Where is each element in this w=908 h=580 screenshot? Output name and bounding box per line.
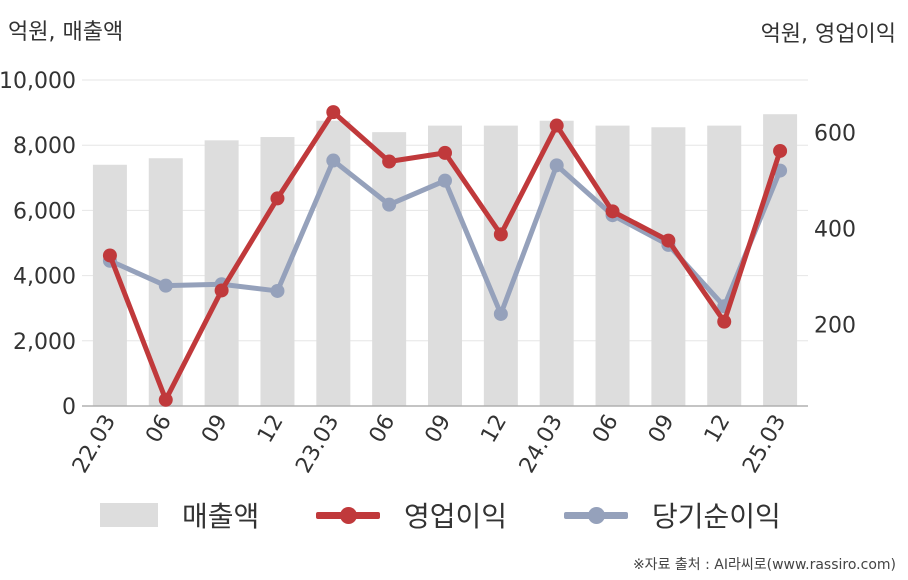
- x-tick-label: 09: [421, 411, 457, 448]
- revenue-bar: [651, 127, 686, 407]
- x-tick-label: 09: [197, 411, 233, 448]
- operating-profit-point: [773, 143, 788, 158]
- legend-swatch-operating-profit: [316, 503, 380, 527]
- operating-profit-point: [717, 314, 732, 329]
- y-left-tick-label: 2,000: [13, 330, 76, 355]
- operating-profit-point: [214, 283, 229, 298]
- operating-profit-point: [270, 191, 285, 206]
- legend-item-revenue: 매출액: [100, 490, 259, 540]
- net-income-point: [382, 197, 397, 212]
- revenue-bar: [595, 125, 630, 406]
- net-income-point: [549, 158, 564, 173]
- x-tick-label: 12: [253, 411, 289, 448]
- revenue-bar: [707, 125, 742, 406]
- operating-profit-point: [549, 118, 564, 133]
- x-tick-label: 24.03: [515, 411, 568, 478]
- operating-profit-point: [605, 204, 620, 219]
- net-income-point: [270, 283, 285, 298]
- x-tick-label: 06: [365, 411, 401, 448]
- x-tick-label: 09: [644, 411, 680, 448]
- y-left-tick-label: 8,000: [13, 134, 76, 159]
- operating-profit-point: [438, 145, 452, 160]
- operating-profit-point: [102, 248, 117, 263]
- net-income-point: [493, 306, 508, 321]
- legend-label-net-income: 당기순이익: [652, 500, 781, 533]
- y-right-tick-label: 600: [814, 122, 856, 147]
- x-tick-label: 12: [700, 411, 736, 448]
- source-note: ※자료 출처 : AI라씨로(www.rassiro.com): [632, 557, 896, 573]
- net-income-point: [158, 278, 173, 293]
- legend-swatch-net-income: [564, 503, 628, 527]
- legend-label-revenue: 매출액: [182, 500, 260, 533]
- legend-swatch-revenue: [100, 503, 158, 527]
- x-tick-label: 23.03: [291, 411, 344, 478]
- revenue-bar: [483, 125, 518, 406]
- combo-chart: 0 2,000 4,000 6,000 8,000 10,000 200 400 600 22.0…: [0, 69, 856, 478]
- operating-profit-point: [158, 392, 173, 407]
- x-tick-label: 25.03: [738, 411, 791, 478]
- y-left-tick-label: 6,000: [13, 199, 76, 224]
- right-axis-unit: 억원, 영업이익: [760, 22, 896, 47]
- x-tick-label: 06: [141, 411, 177, 448]
- y-left-tick-label: 0: [62, 395, 76, 420]
- y-right-tick-label: 400: [814, 218, 856, 243]
- y-right-tick-label: 200: [814, 314, 856, 339]
- operating-profit-point: [382, 154, 397, 169]
- left-axis-unit: 억원, 매출액: [8, 20, 124, 45]
- chart-legend: 매출액 영업이익 당기순이익: [0, 490, 908, 540]
- operating-profit-point: [326, 105, 341, 120]
- revenue-bar: [372, 132, 407, 406]
- x-tick-label: 06: [588, 411, 624, 448]
- y-left-tick-label: 4,000: [13, 265, 76, 290]
- revenue-bar: [763, 114, 798, 406]
- net-income-point: [326, 153, 341, 168]
- net-income-point: [438, 173, 452, 188]
- legend-label-operating-profit: 영업이익: [404, 500, 508, 533]
- operating-profit-point: [493, 227, 508, 242]
- legend-item-operating-profit: 영업이익: [316, 490, 507, 540]
- y-left-tick-label: 10,000: [0, 69, 76, 94]
- x-tick-label: 12: [476, 411, 512, 448]
- legend-item-net-income: 당기순이익: [564, 490, 781, 540]
- operating-profit-point: [661, 233, 676, 248]
- x-tick-label: 22.03: [68, 411, 121, 478]
